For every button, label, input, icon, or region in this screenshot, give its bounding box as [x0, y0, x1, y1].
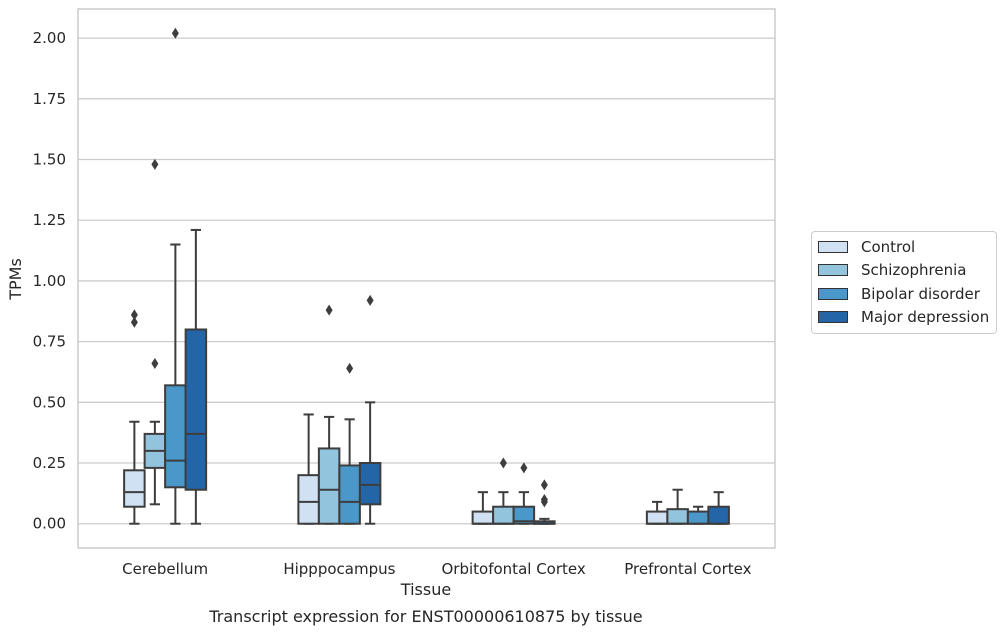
outlier-point	[151, 357, 159, 369]
box-bipolar-disorder	[512, 462, 536, 525]
box-groups	[123, 27, 730, 525]
box-iqr	[297, 474, 320, 525]
legend-item: Control	[812, 235, 996, 259]
y-tick-label: 1.50	[33, 151, 66, 169]
box-major-depression	[707, 491, 730, 525]
box-schizophrenia	[143, 158, 167, 506]
legend-swatch	[818, 264, 848, 277]
box-schizophrenia	[492, 457, 515, 525]
y-axis-ticks: 0.00 0.25 0.50 0.75 1.00 1.25 1.50 1.75 2.00	[33, 29, 66, 533]
legend-item: Bipolar disorder	[812, 282, 996, 306]
box-bipolar-disorder	[164, 27, 187, 525]
outlier-point	[366, 294, 374, 306]
box-iqr	[492, 505, 515, 525]
box-control	[123, 309, 146, 525]
box-iqr	[686, 510, 710, 525]
box-control	[645, 500, 669, 525]
outlier-point	[540, 493, 548, 505]
legend-swatch	[818, 240, 848, 253]
y-tick-label: 2.00	[33, 29, 66, 47]
box-iqr	[164, 384, 187, 489]
legend: Control Schizophrenia Bipolar disorder Majo…	[811, 231, 997, 334]
legend-label: Schizophrenia	[861, 261, 967, 280]
x-tick-label: Cerebellum	[122, 560, 208, 578]
box-bipolar-disorder	[686, 505, 710, 525]
box-major-depression	[184, 228, 208, 525]
y-tick-label: 0.00	[33, 515, 66, 533]
y-tick-label: 1.00	[33, 272, 66, 290]
outlier-point	[520, 462, 528, 474]
box-iqr	[645, 510, 669, 525]
outlier-point	[540, 479, 548, 491]
box-major-depression	[533, 479, 556, 525]
box-control	[297, 413, 320, 525]
box-iqr	[512, 505, 536, 525]
y-axis-title: TPMs	[6, 258, 25, 301]
outlier-point	[130, 309, 138, 321]
outlier-point	[151, 158, 159, 170]
plot-frame	[77, 8, 776, 549]
y-tick-label: 0.50	[33, 393, 66, 411]
box-iqr	[471, 510, 495, 525]
legend-item: Schizophrenia	[812, 259, 996, 283]
box-iqr	[184, 328, 208, 491]
box-iqr	[338, 464, 361, 525]
legend-label: Major depression	[861, 308, 990, 327]
outlier-point	[325, 304, 333, 316]
outlier-point	[171, 27, 179, 39]
x-axis-ticks: Cerebellum Hipppocampus Orbitofontal Corte…	[122, 560, 751, 578]
box-iqr	[123, 469, 146, 508]
box-iqr	[358, 462, 382, 506]
y-tick-label: 1.25	[33, 211, 66, 229]
legend-swatch	[818, 311, 848, 324]
outlier-point	[130, 316, 138, 328]
y-tick-label: 0.75	[33, 333, 66, 351]
y-tick-label: 0.25	[33, 454, 66, 472]
legend-label: Bipolar disorder	[861, 284, 980, 303]
x-tick-label: Hipppocampus	[283, 560, 395, 578]
box-major-depression	[358, 294, 382, 525]
x-tick-label: Orbitofontal Cortex	[442, 560, 586, 578]
outlier-point	[346, 362, 354, 374]
box-schizophrenia	[666, 488, 689, 525]
box-control	[471, 491, 495, 525]
legend-item: Major depression	[812, 306, 996, 330]
x-tick-label: Prefrontal Cortex	[624, 560, 751, 578]
legend-swatch	[818, 287, 848, 300]
box-iqr	[707, 505, 730, 525]
y-tick-label: 1.75	[33, 90, 66, 108]
legend-label: Control	[861, 237, 916, 256]
box-iqr	[666, 508, 689, 525]
chart-caption: Transcript expression for ENST0000061087…	[208, 607, 642, 626]
box-iqr	[317, 447, 341, 525]
box-schizophrenia	[317, 304, 341, 525]
box-bipolar-disorder	[338, 362, 361, 525]
x-axis-title: Tissue	[400, 580, 451, 599]
outlier-point	[499, 457, 507, 469]
